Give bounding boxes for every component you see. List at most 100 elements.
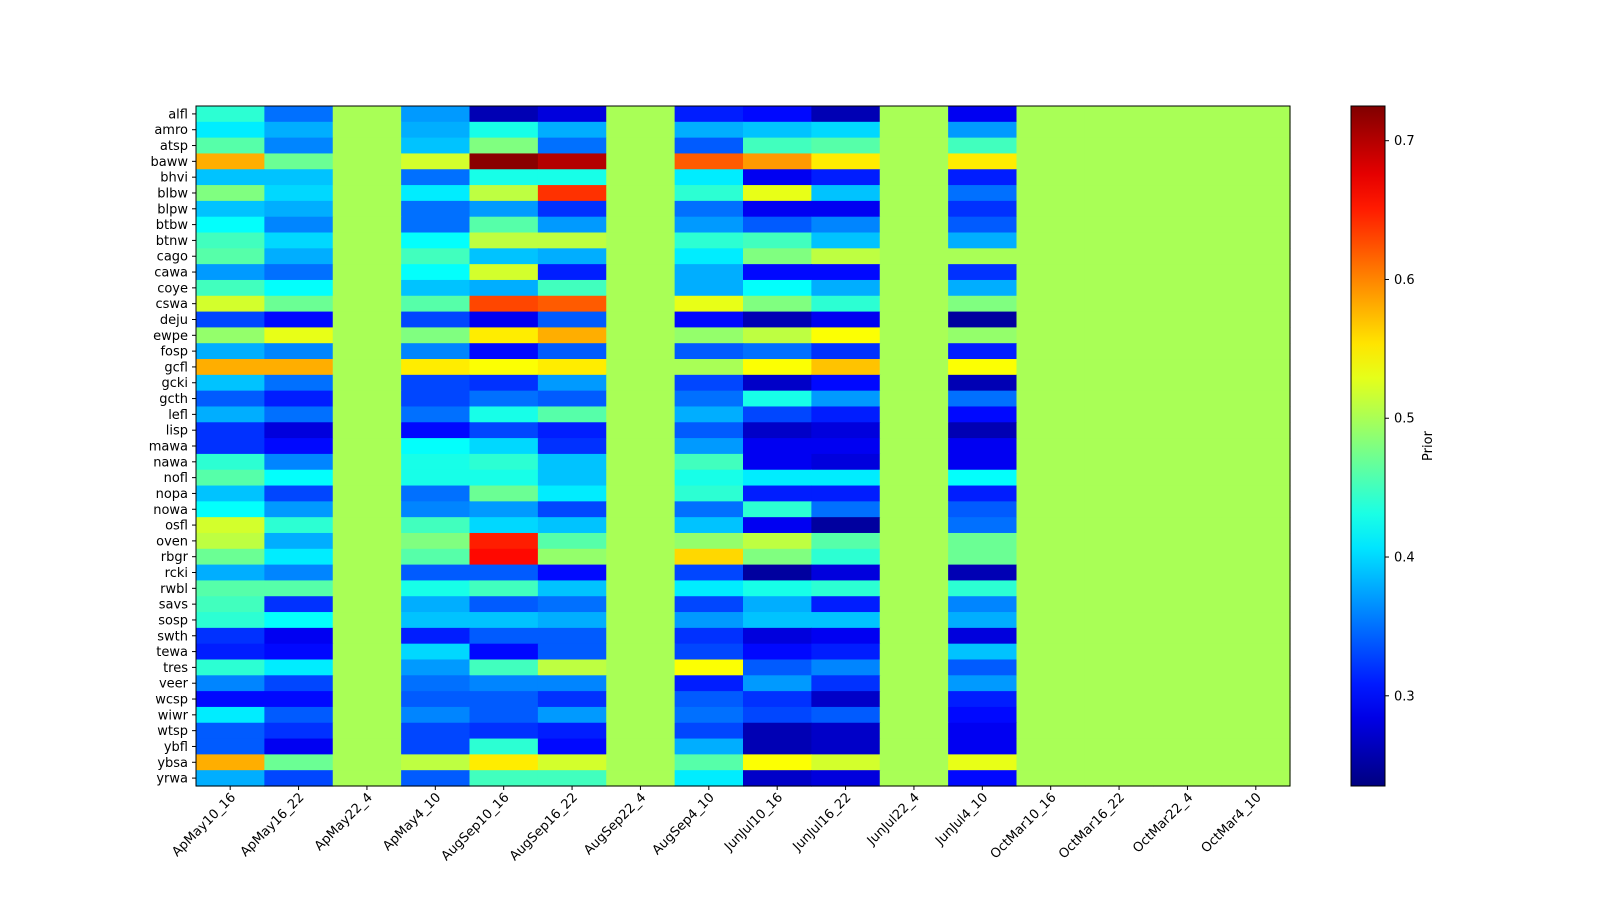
heatmap-cell — [674, 232, 744, 249]
heatmap-cell — [469, 722, 539, 740]
heatmap-cell — [606, 216, 676, 234]
heatmap-cell — [879, 722, 949, 740]
heatmap-cell — [1084, 264, 1154, 281]
heatmap-cell — [1153, 216, 1223, 234]
heatmap-cell — [606, 106, 676, 123]
heatmap-cell — [1084, 295, 1154, 313]
heatmap-cell — [264, 485, 334, 502]
heatmap-cell — [743, 264, 812, 281]
heatmap-cell — [811, 185, 881, 202]
heatmap-cell — [948, 754, 1018, 771]
heatmap-cell — [537, 643, 607, 661]
heatmap-cell — [1084, 248, 1154, 265]
heatmap-cell — [879, 659, 949, 676]
heatmap-cell — [537, 248, 607, 265]
y-tick-label: coye — [157, 281, 188, 296]
heatmap-cell — [469, 374, 539, 392]
x-tick-label: AugSep16_22 — [507, 790, 581, 864]
heatmap-cell — [1016, 374, 1086, 392]
heatmap-cell — [1221, 485, 1291, 502]
heatmap-cell — [811, 327, 881, 344]
y-tick-label: osfl — [165, 519, 188, 534]
heatmap-cell — [332, 691, 402, 708]
heatmap-cell — [606, 770, 676, 787]
heatmap-cell — [948, 185, 1018, 202]
heatmap-cell — [879, 137, 949, 155]
heatmap-cell — [948, 532, 1018, 550]
y-tick-label: fosp — [160, 345, 188, 360]
heatmap-cell — [1084, 580, 1154, 597]
heatmap-cell — [264, 754, 334, 771]
heatmap-cell — [674, 564, 744, 582]
heatmap-cell — [469, 153, 539, 170]
heatmap-cell — [196, 311, 265, 328]
heatmap-cell — [674, 612, 744, 629]
heatmap-cell — [1221, 343, 1291, 360]
heatmap-cell — [811, 359, 881, 376]
heatmap-cell — [1221, 770, 1291, 787]
heatmap-cell — [1084, 200, 1154, 218]
heatmap-cell — [948, 564, 1018, 582]
heatmap-cell — [879, 279, 949, 297]
heatmap-cell — [332, 770, 402, 787]
heatmap-cell — [1153, 706, 1223, 724]
heatmap-cell — [469, 754, 539, 771]
heatmap-cell — [879, 264, 949, 281]
heatmap-cell — [264, 169, 334, 186]
heatmap-cell — [811, 137, 881, 155]
heatmap-cell — [948, 137, 1018, 155]
heatmap-cell — [264, 438, 334, 455]
heatmap-cell — [674, 691, 744, 708]
heatmap-cell — [1221, 153, 1291, 170]
y-tick-label: lefl — [168, 408, 188, 423]
heatmap-cell — [743, 722, 812, 740]
heatmap-cell — [811, 216, 881, 234]
heatmap-cell — [674, 169, 744, 186]
heatmap-cell — [332, 216, 402, 234]
heatmap-cell — [537, 659, 607, 676]
x-tick-label: JunJul16_22 — [790, 790, 855, 855]
heatmap-cell — [1084, 532, 1154, 550]
heatmap-cell — [606, 295, 676, 313]
colorbar-tick-label: 0.5 — [1394, 412, 1415, 427]
heatmap-cell — [1016, 548, 1086, 566]
heatmap-cell — [196, 691, 265, 708]
heatmap-cell — [674, 722, 744, 740]
y-tick-label: blbw — [157, 186, 188, 201]
heatmap-cell — [1084, 596, 1154, 613]
heatmap-cell — [537, 517, 607, 534]
heatmap-cell — [606, 264, 676, 281]
heatmap-cell — [674, 311, 744, 328]
heatmap-cell — [401, 422, 471, 439]
heatmap-cell — [196, 485, 265, 502]
heatmap-cell — [332, 200, 402, 218]
heatmap-cell — [469, 517, 539, 534]
y-tick-label: rcki — [165, 566, 188, 581]
heatmap-cell — [948, 580, 1018, 597]
heatmap-cell — [469, 469, 539, 487]
heatmap-cell — [264, 596, 334, 613]
heatmap-cell — [948, 121, 1018, 139]
heatmap-cell — [401, 169, 471, 186]
heatmap-cell — [674, 596, 744, 613]
heatmap-cell — [743, 580, 812, 597]
heatmap-cell — [1016, 596, 1086, 613]
heatmap-cell — [811, 406, 881, 423]
heatmap-cell — [606, 359, 676, 376]
heatmap-cell — [1153, 501, 1223, 518]
heatmap-cell — [606, 390, 676, 408]
heatmap-cell — [674, 517, 744, 534]
heatmap-cell — [948, 706, 1018, 724]
heatmap-cell — [674, 185, 744, 202]
heatmap-cell — [948, 374, 1018, 392]
heatmap-cell — [674, 200, 744, 218]
heatmap-cell — [606, 627, 676, 645]
heatmap-cell — [1016, 279, 1086, 297]
heatmap-cell — [948, 453, 1018, 471]
heatmap-cell — [196, 706, 265, 724]
heatmap-cell — [1084, 469, 1154, 487]
heatmap-cell — [401, 248, 471, 265]
heatmap-cell — [401, 501, 471, 518]
heatmap-cell — [1084, 643, 1154, 661]
heatmap-cell — [948, 612, 1018, 629]
